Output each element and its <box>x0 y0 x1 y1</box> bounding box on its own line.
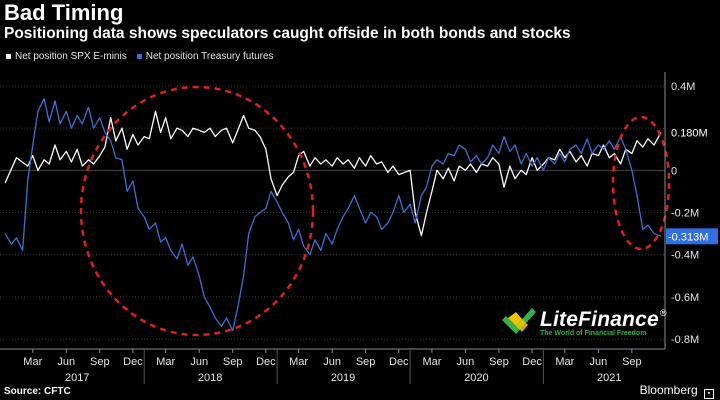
x-month-label: Dec <box>389 356 409 368</box>
y-tick-label: 0 <box>671 165 677 177</box>
litefinance-logo-icon <box>502 308 536 334</box>
x-month-label: Jun <box>457 356 475 368</box>
end-labels: 0.180M -0.313M <box>666 124 718 245</box>
x-month-label: Sep <box>489 356 509 368</box>
x-month-label: Mar <box>23 356 42 368</box>
x-month-label: Jun <box>323 356 341 368</box>
legend-item-spx: Net position SPX E-minis <box>6 51 127 62</box>
x-month-label: Mar <box>289 356 308 368</box>
x-month-label: Dec <box>123 356 143 368</box>
chart-title: Bad Timing <box>4 0 124 25</box>
end-tag-treasury: -0.313M <box>668 231 708 243</box>
x-month-label: Jun <box>589 356 607 368</box>
bloomberg-label: Bloomberg <box>639 383 698 397</box>
x-month-label: Mar <box>422 356 441 368</box>
end-tag-treasury-bg <box>666 228 718 245</box>
end-tag-spx: 0.180M <box>671 127 708 139</box>
x-month-label: Sep <box>90 356 110 368</box>
litefinance-watermark: LiteFinance ® The World of Financial Fre… <box>502 306 667 338</box>
highlight-circle-2018 <box>79 85 315 337</box>
series-line-treasury <box>4 97 662 332</box>
y-tick-label: 0.4M <box>671 81 695 93</box>
bloomberg-terminal-icon: ▪ <box>704 389 714 399</box>
y-tick-label: -0.6M <box>671 292 699 304</box>
legend: Net position SPX E-minis Net position Tr… <box>6 51 284 62</box>
series-line-spx <box>4 110 662 237</box>
y-tick-label: -0.8M <box>671 334 699 346</box>
highlight-circle-2021 <box>611 115 671 251</box>
gridlines <box>0 85 665 340</box>
source-note: Source: CFTC <box>4 386 71 397</box>
y-tick-label: -0.4M <box>671 250 699 262</box>
x-year-label: 2020 <box>464 372 488 384</box>
x-year-label: 2018 <box>198 372 222 384</box>
legend-swatch-spx <box>6 54 11 59</box>
watermark-reg: ® <box>659 307 667 318</box>
x-month-label: Sep <box>622 356 642 368</box>
chart-subtitle: Positioning data shows speculators caugh… <box>4 25 571 42</box>
x-month-label: Mar <box>156 356 175 368</box>
series-layer <box>4 97 662 332</box>
x-month-label: Sep <box>356 356 376 368</box>
x-year-label: 2019 <box>331 372 355 384</box>
end-tag-spx-bg <box>667 124 717 141</box>
x-month-label: Sep <box>223 356 243 368</box>
watermark-name: LiteFinance <box>540 307 659 331</box>
x-month-label: Mar <box>555 356 574 368</box>
legend-label-spx: Net position SPX E-minis <box>15 51 127 62</box>
y-tick-label: -0.2M <box>671 208 699 220</box>
x-month-label: Dec <box>522 356 542 368</box>
x-year-label: 2021 <box>597 372 621 384</box>
legend-item-treasury: Net position Treasury futures <box>136 51 274 62</box>
legend-swatch-treasury <box>136 54 142 59</box>
watermark-tagline: The World of Financial Freedom <box>540 329 647 337</box>
x-month-label: Dec <box>256 356 276 368</box>
legend-label-treasury: Net position Treasury futures <box>145 51 274 62</box>
highlight-circles <box>79 85 671 337</box>
x-year-label: 2017 <box>65 372 89 384</box>
x-month-label: Jun <box>190 356 208 368</box>
x-month-label: Jun <box>57 356 75 368</box>
bloomberg-brand: Bloomberg ▪ <box>640 383 714 399</box>
